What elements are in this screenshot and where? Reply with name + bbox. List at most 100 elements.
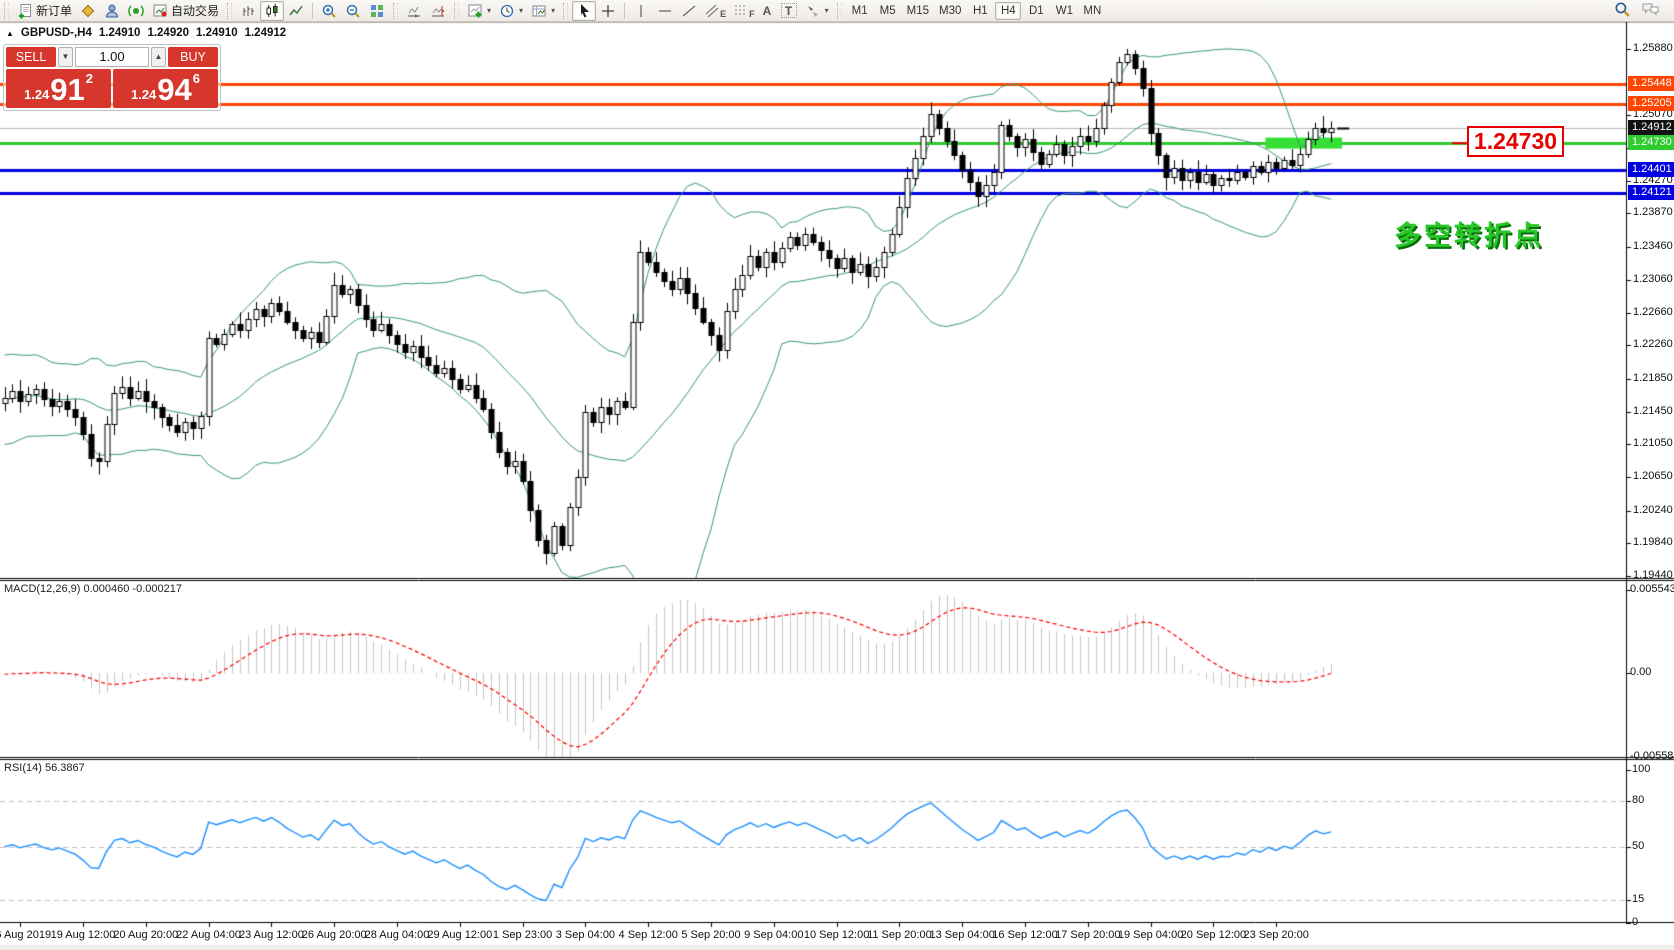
candlestick-button[interactable]: [260, 0, 285, 21]
dropdown-caret-icon: ▾: [551, 6, 556, 15]
metaeditor-button[interactable]: [76, 1, 100, 21]
profile-button[interactable]: [100, 1, 124, 21]
timeframe-group: M1 M5 M15 M30 H1 H4 D1 W1 MN: [846, 1, 1107, 20]
signal-button[interactable]: [124, 1, 148, 21]
fibonacci-icon: [734, 3, 748, 19]
toolbar-separator: [312, 2, 314, 19]
autotrading-button[interactable]: 自动交易: [148, 1, 223, 21]
chart-window[interactable]: 1.25880 1.25070 1.24670 1.24270 1.23870 1.234…: [0, 22, 1674, 950]
price-annotation-box[interactable]: 1.24730: [1467, 126, 1564, 157]
volume-decrease-button[interactable]: ▼: [58, 47, 73, 67]
ohlc-low: 1.24910: [196, 27, 238, 39]
chart-shift-icon: [430, 3, 446, 19]
chart-title: ▲ GBPUSD-,H4 1.24910 1.24920 1.24910 1.2…: [6, 27, 286, 39]
toolbar: 新订单 自动交易 ▾ ▾: [0, 0, 1674, 22]
auto-scroll-button[interactable]: [402, 1, 426, 21]
symbol-period-label: GBPUSD-,H4: [20, 27, 92, 39]
collapse-icon[interactable]: ▲: [6, 28, 14, 38]
new-chart-button[interactable]: ▾: [463, 1, 495, 21]
search-icon[interactable]: [1614, 1, 1631, 21]
fibonacci-button[interactable]: F: [730, 1, 759, 21]
sell-button[interactable]: SELL: [6, 47, 56, 67]
toolbar-grip: [836, 2, 842, 19]
buy-price-sup: 6: [192, 71, 201, 86]
toolbar-grip: [563, 2, 569, 19]
timeframe-m1-button[interactable]: M1: [851, 4, 868, 17]
zoom-out-button[interactable]: [341, 1, 365, 21]
volume-increase-button[interactable]: ▲: [151, 47, 166, 67]
timeframe-mn-button[interactable]: MN: [1083, 4, 1102, 17]
crosshair-icon: [600, 3, 616, 19]
ohlc-high: 1.24920: [147, 27, 190, 39]
rsi-indicator-label: RSI(14) 56.3867: [4, 762, 85, 774]
toolbar-grip: [454, 2, 460, 19]
gold-diamond-icon: [80, 3, 96, 19]
volume-input[interactable]: 1.00: [75, 47, 149, 67]
timeframe-m15-button[interactable]: M15: [906, 4, 929, 17]
toolbar-separator: [624, 2, 626, 19]
dropdown-caret-icon: ▾: [487, 6, 492, 15]
buy-price-big: 94: [157, 72, 192, 107]
channel-icon: [705, 3, 719, 19]
new-order-button[interactable]: 新订单: [13, 1, 76, 21]
timeframe-m30-button[interactable]: M30: [938, 4, 962, 17]
toolbar-grip: [227, 2, 233, 19]
line-chart-button[interactable]: [284, 1, 308, 21]
autotrading-icon: [152, 3, 168, 19]
zoom-in-icon: [321, 3, 337, 19]
bar-chart-button[interactable]: [236, 1, 260, 21]
text-button[interactable]: A: [762, 3, 772, 18]
ohlc-close: 1.24912: [244, 27, 287, 39]
chinese-note-label: 多空转折点: [1394, 221, 1544, 251]
buy-button[interactable]: BUY: [168, 47, 218, 67]
sell-price-sup: 2: [85, 71, 94, 86]
tile-windows-button[interactable]: [365, 1, 389, 21]
sell-price-small: 1.24: [23, 87, 50, 102]
timeframe-h1-button[interactable]: H1: [973, 4, 988, 17]
channel-button[interactable]: E: [701, 1, 730, 21]
text-label-button[interactable]: T: [777, 1, 801, 21]
crosshair-button[interactable]: [596, 1, 620, 21]
new-order-icon: [17, 3, 33, 19]
sell-price-display[interactable]: 1.24 91 2: [6, 69, 111, 108]
horizontal-line-button[interactable]: [653, 1, 677, 21]
toolbar-grip: [393, 2, 399, 19]
macd-indicator-label: MACD(12,26,9) 0.000460 -0.000217: [4, 583, 182, 595]
fibonacci-glyph: F: [749, 8, 755, 19]
vertical-line-icon: [633, 3, 649, 19]
tile-windows-icon: [369, 3, 385, 19]
cursor-button[interactable]: [572, 0, 597, 21]
new-order-label: 新订单: [36, 4, 73, 18]
channel-glyph: E: [720, 8, 727, 19]
dropdown-caret-icon: ▾: [519, 6, 524, 15]
dropdown-caret-icon: ▾: [824, 6, 829, 15]
periods-button[interactable]: ▾: [495, 1, 527, 21]
sell-price-big: 91: [50, 72, 85, 107]
chat-icon[interactable]: [1641, 1, 1660, 20]
buy-price-display[interactable]: 1.24 94 6: [113, 69, 218, 108]
chart-canvas[interactable]: [0, 22, 1674, 950]
trendline-icon: [681, 3, 697, 19]
ohlc-open: 1.24910: [98, 27, 141, 39]
timeframe-d1-button[interactable]: D1: [1029, 4, 1044, 17]
trendline-button[interactable]: [677, 1, 701, 21]
autotrading-label: 自动交易: [171, 4, 220, 18]
zoom-in-button[interactable]: [317, 1, 341, 21]
person-icon: [104, 3, 120, 19]
text-label-icon: T: [780, 3, 797, 18]
arrows-icon: [805, 3, 821, 19]
auto-scroll-icon: [406, 3, 422, 19]
buy-price-small: 1.24: [130, 87, 157, 102]
clock-icon: [499, 3, 515, 19]
timeframe-h4-button[interactable]: H4: [995, 1, 1022, 20]
signal-icon: [128, 3, 144, 19]
chart-shift-button[interactable]: [426, 1, 450, 21]
timeframe-m5-button[interactable]: M5: [879, 4, 896, 17]
vertical-line-button[interactable]: [629, 1, 653, 21]
templates-button[interactable]: ▾: [527, 1, 559, 21]
one-click-trade-panel: SELL ▼ 1.00 ▲ BUY 1.24 91 2 1.24 94 6: [3, 44, 221, 111]
horizontal-line-icon: [657, 3, 673, 19]
timeframe-w1-button[interactable]: W1: [1055, 4, 1073, 17]
arrows-button[interactable]: ▾: [801, 1, 833, 21]
